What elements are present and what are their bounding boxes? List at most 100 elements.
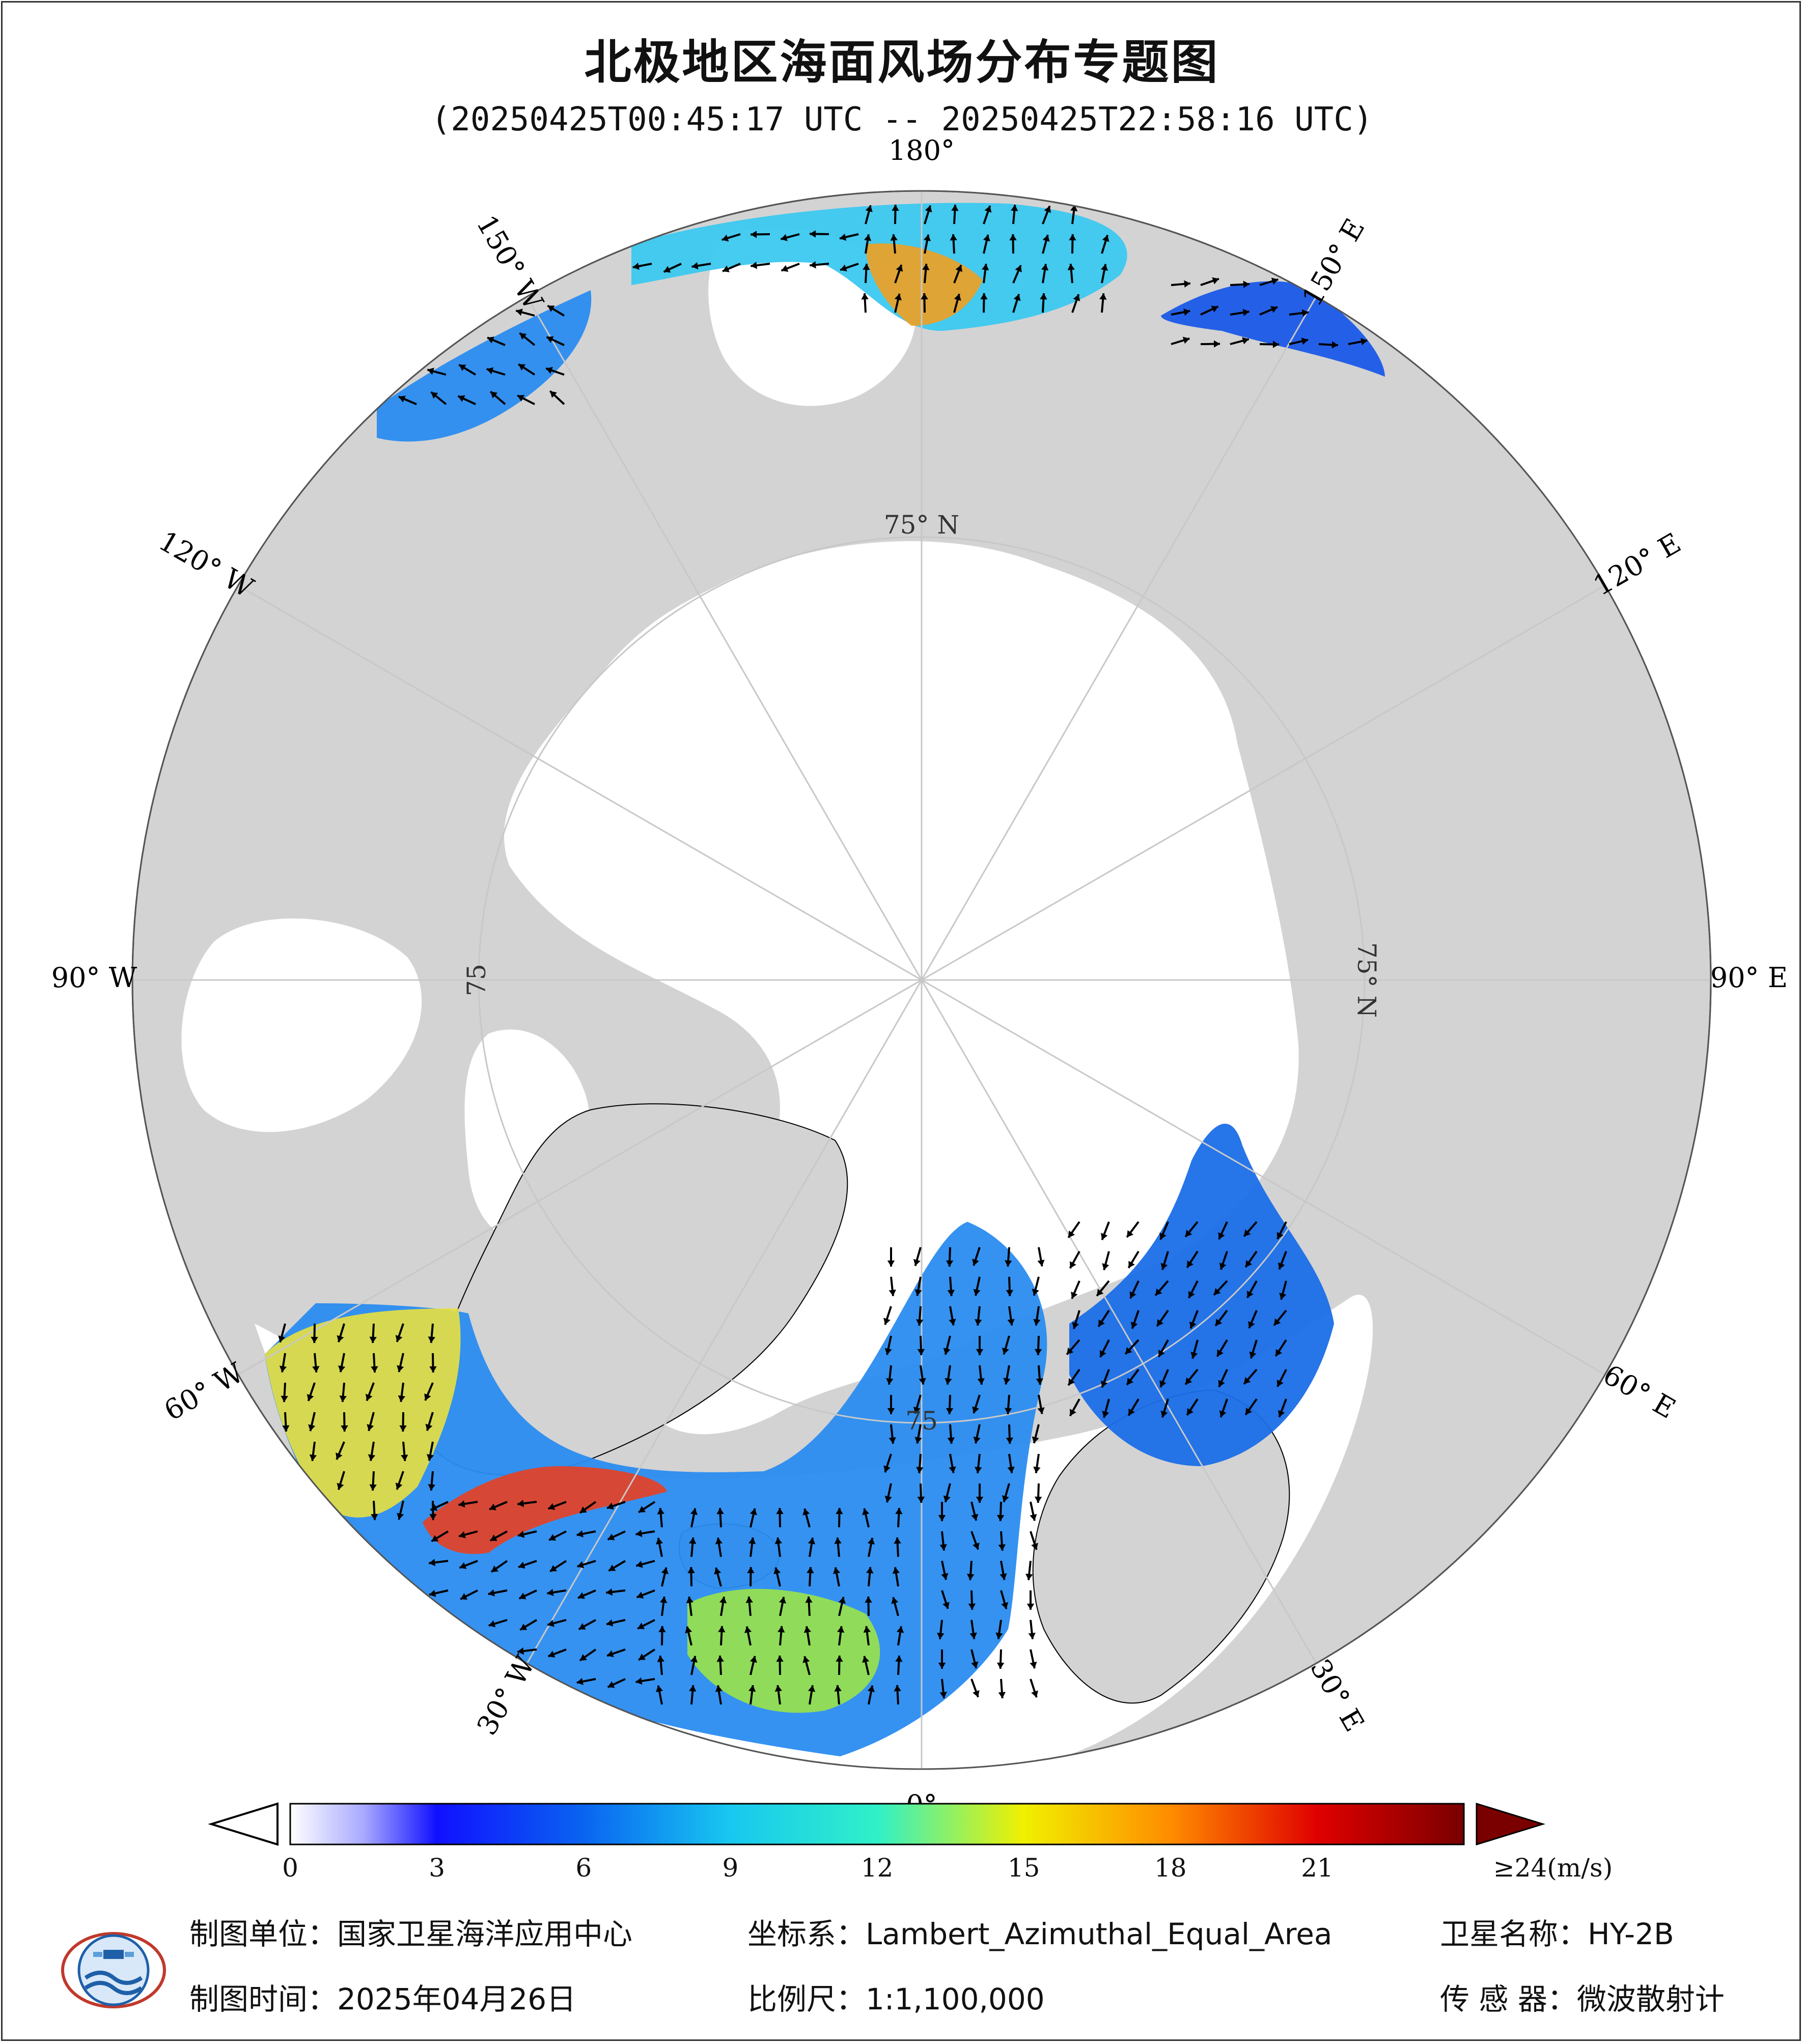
wind-arrow: [917, 1483, 925, 1503]
wind-arrow: [809, 230, 829, 238]
satellite-label: 卫星名称：HY-2B: [1440, 1917, 1674, 1951]
wind-arrow: [336, 1441, 345, 1460]
wind-arrow: [1187, 1280, 1199, 1299]
wind-arrow: [1100, 1369, 1110, 1388]
wind-arrow: [278, 1323, 286, 1343]
wind-arrow: [1230, 337, 1250, 345]
wind-arrow: [941, 1590, 950, 1609]
wind-arrow: [489, 1530, 508, 1542]
wind-arrow: [867, 1685, 875, 1705]
wind-arrow: [807, 1566, 814, 1587]
wind-arrow: [660, 1597, 668, 1616]
wind-arrow: [1041, 264, 1049, 284]
wind-arrow: [1259, 341, 1280, 348]
wind-arrow: [968, 1590, 976, 1610]
map-disk-border: [131, 190, 1712, 1770]
wind-arrow: [1030, 1678, 1038, 1698]
wind-arrow: [1278, 1398, 1287, 1418]
wind-arrow: [430, 1501, 449, 1511]
wind-arrow: [945, 1365, 952, 1385]
wind-arrow: [896, 1626, 904, 1646]
wind-arrow: [655, 1685, 663, 1705]
wind-arrow: [748, 1685, 756, 1705]
wind-arrow: [895, 1655, 903, 1675]
wind-arrow: [635, 1529, 655, 1537]
wind-arrow: [1214, 1309, 1228, 1327]
wind-arrow: [1100, 264, 1108, 284]
wind-arrow: [894, 264, 903, 284]
wind-arrow: [865, 1596, 872, 1616]
wind-arrow: [1030, 1501, 1037, 1521]
wind-arrow: [398, 396, 417, 405]
wind-arrow: [424, 1382, 434, 1401]
wind-arrow: [1184, 1221, 1199, 1238]
wind-arrow: [1126, 1368, 1140, 1386]
wind-arrow: [923, 234, 931, 254]
wind-arrow: [1230, 309, 1250, 317]
wind-arrow: [1249, 1339, 1258, 1359]
wind-arrow: [636, 1589, 655, 1599]
wind-arrow: [1130, 1310, 1140, 1329]
wind-arrow: [973, 1276, 981, 1296]
longitude-label: 30° E: [1304, 1654, 1371, 1737]
wind-arrow: [1067, 1221, 1080, 1239]
wind-arrow: [1032, 1276, 1040, 1296]
wind-arrow: [459, 1560, 478, 1570]
wind-arrow: [1099, 1339, 1110, 1358]
wind-arrow: [607, 1678, 626, 1688]
wind-arrow: [1007, 1453, 1015, 1473]
wind-arrow: [1097, 1309, 1110, 1327]
wind-arrow: [996, 1649, 1005, 1669]
wind-arrow: [1200, 340, 1220, 348]
wind-arrow: [802, 1508, 811, 1528]
wind-arrow: [1012, 294, 1021, 313]
wind-arrow: [1102, 1251, 1110, 1271]
wind-arrow: [691, 262, 711, 270]
wind-arrow: [1030, 1531, 1038, 1550]
wind-arrow: [805, 1596, 813, 1616]
hudson-bay-ice: [181, 918, 422, 1132]
wind-arrow: [747, 1566, 755, 1587]
wind-arrow: [490, 390, 506, 405]
wind-arrow: [808, 1537, 816, 1557]
wind-arrow: [1034, 1335, 1042, 1356]
wind-arrow: [838, 1597, 846, 1616]
wind-arrow: [426, 1441, 434, 1461]
wind-arrow: [809, 261, 829, 269]
wind-arrow: [307, 1382, 316, 1402]
wind-arrow: [1102, 1398, 1110, 1418]
wind-arrow: [429, 1589, 449, 1597]
wind-arrow: [915, 1306, 924, 1326]
wind-arrow: [1099, 293, 1107, 313]
wind-arrow: [1171, 337, 1190, 345]
wind-arrow: [577, 1560, 596, 1569]
map-subtitle: (20250425T00:45:17 UTC -- 20250425T22:58…: [431, 101, 1373, 138]
wind-arrow: [864, 234, 872, 254]
wind-arrow: [579, 1501, 597, 1514]
wind-arrow: [578, 1619, 596, 1631]
wind-arrow: [547, 1588, 567, 1597]
wind-arrow: [1003, 1365, 1011, 1385]
wind-arrow: [457, 395, 476, 405]
wind-arrow: [657, 1507, 664, 1528]
wind-arrow: [750, 1508, 757, 1528]
wind-arrow: [1002, 1335, 1010, 1355]
latitude-label: 75: [905, 1406, 938, 1436]
wind-arrow: [1159, 1369, 1169, 1388]
wind-arrow: [397, 1353, 404, 1373]
wind-arrow: [519, 1619, 538, 1631]
wind-arrow: [1127, 1250, 1140, 1269]
wind-arrow: [690, 1508, 698, 1528]
wind-arrow: [722, 263, 741, 272]
wind-arrow: [887, 1247, 895, 1267]
wind-arrow: [367, 1412, 375, 1432]
wind-arrow: [1069, 1398, 1080, 1417]
meridian-line: [526, 979, 923, 1664]
meridian-line: [921, 296, 1317, 981]
wind-arrow: [606, 1588, 626, 1596]
wind-arrow: [863, 263, 870, 284]
wind-arrow: [1007, 1306, 1015, 1326]
latitude-labels: 75° N 75° N 75 75: [462, 510, 1381, 1436]
